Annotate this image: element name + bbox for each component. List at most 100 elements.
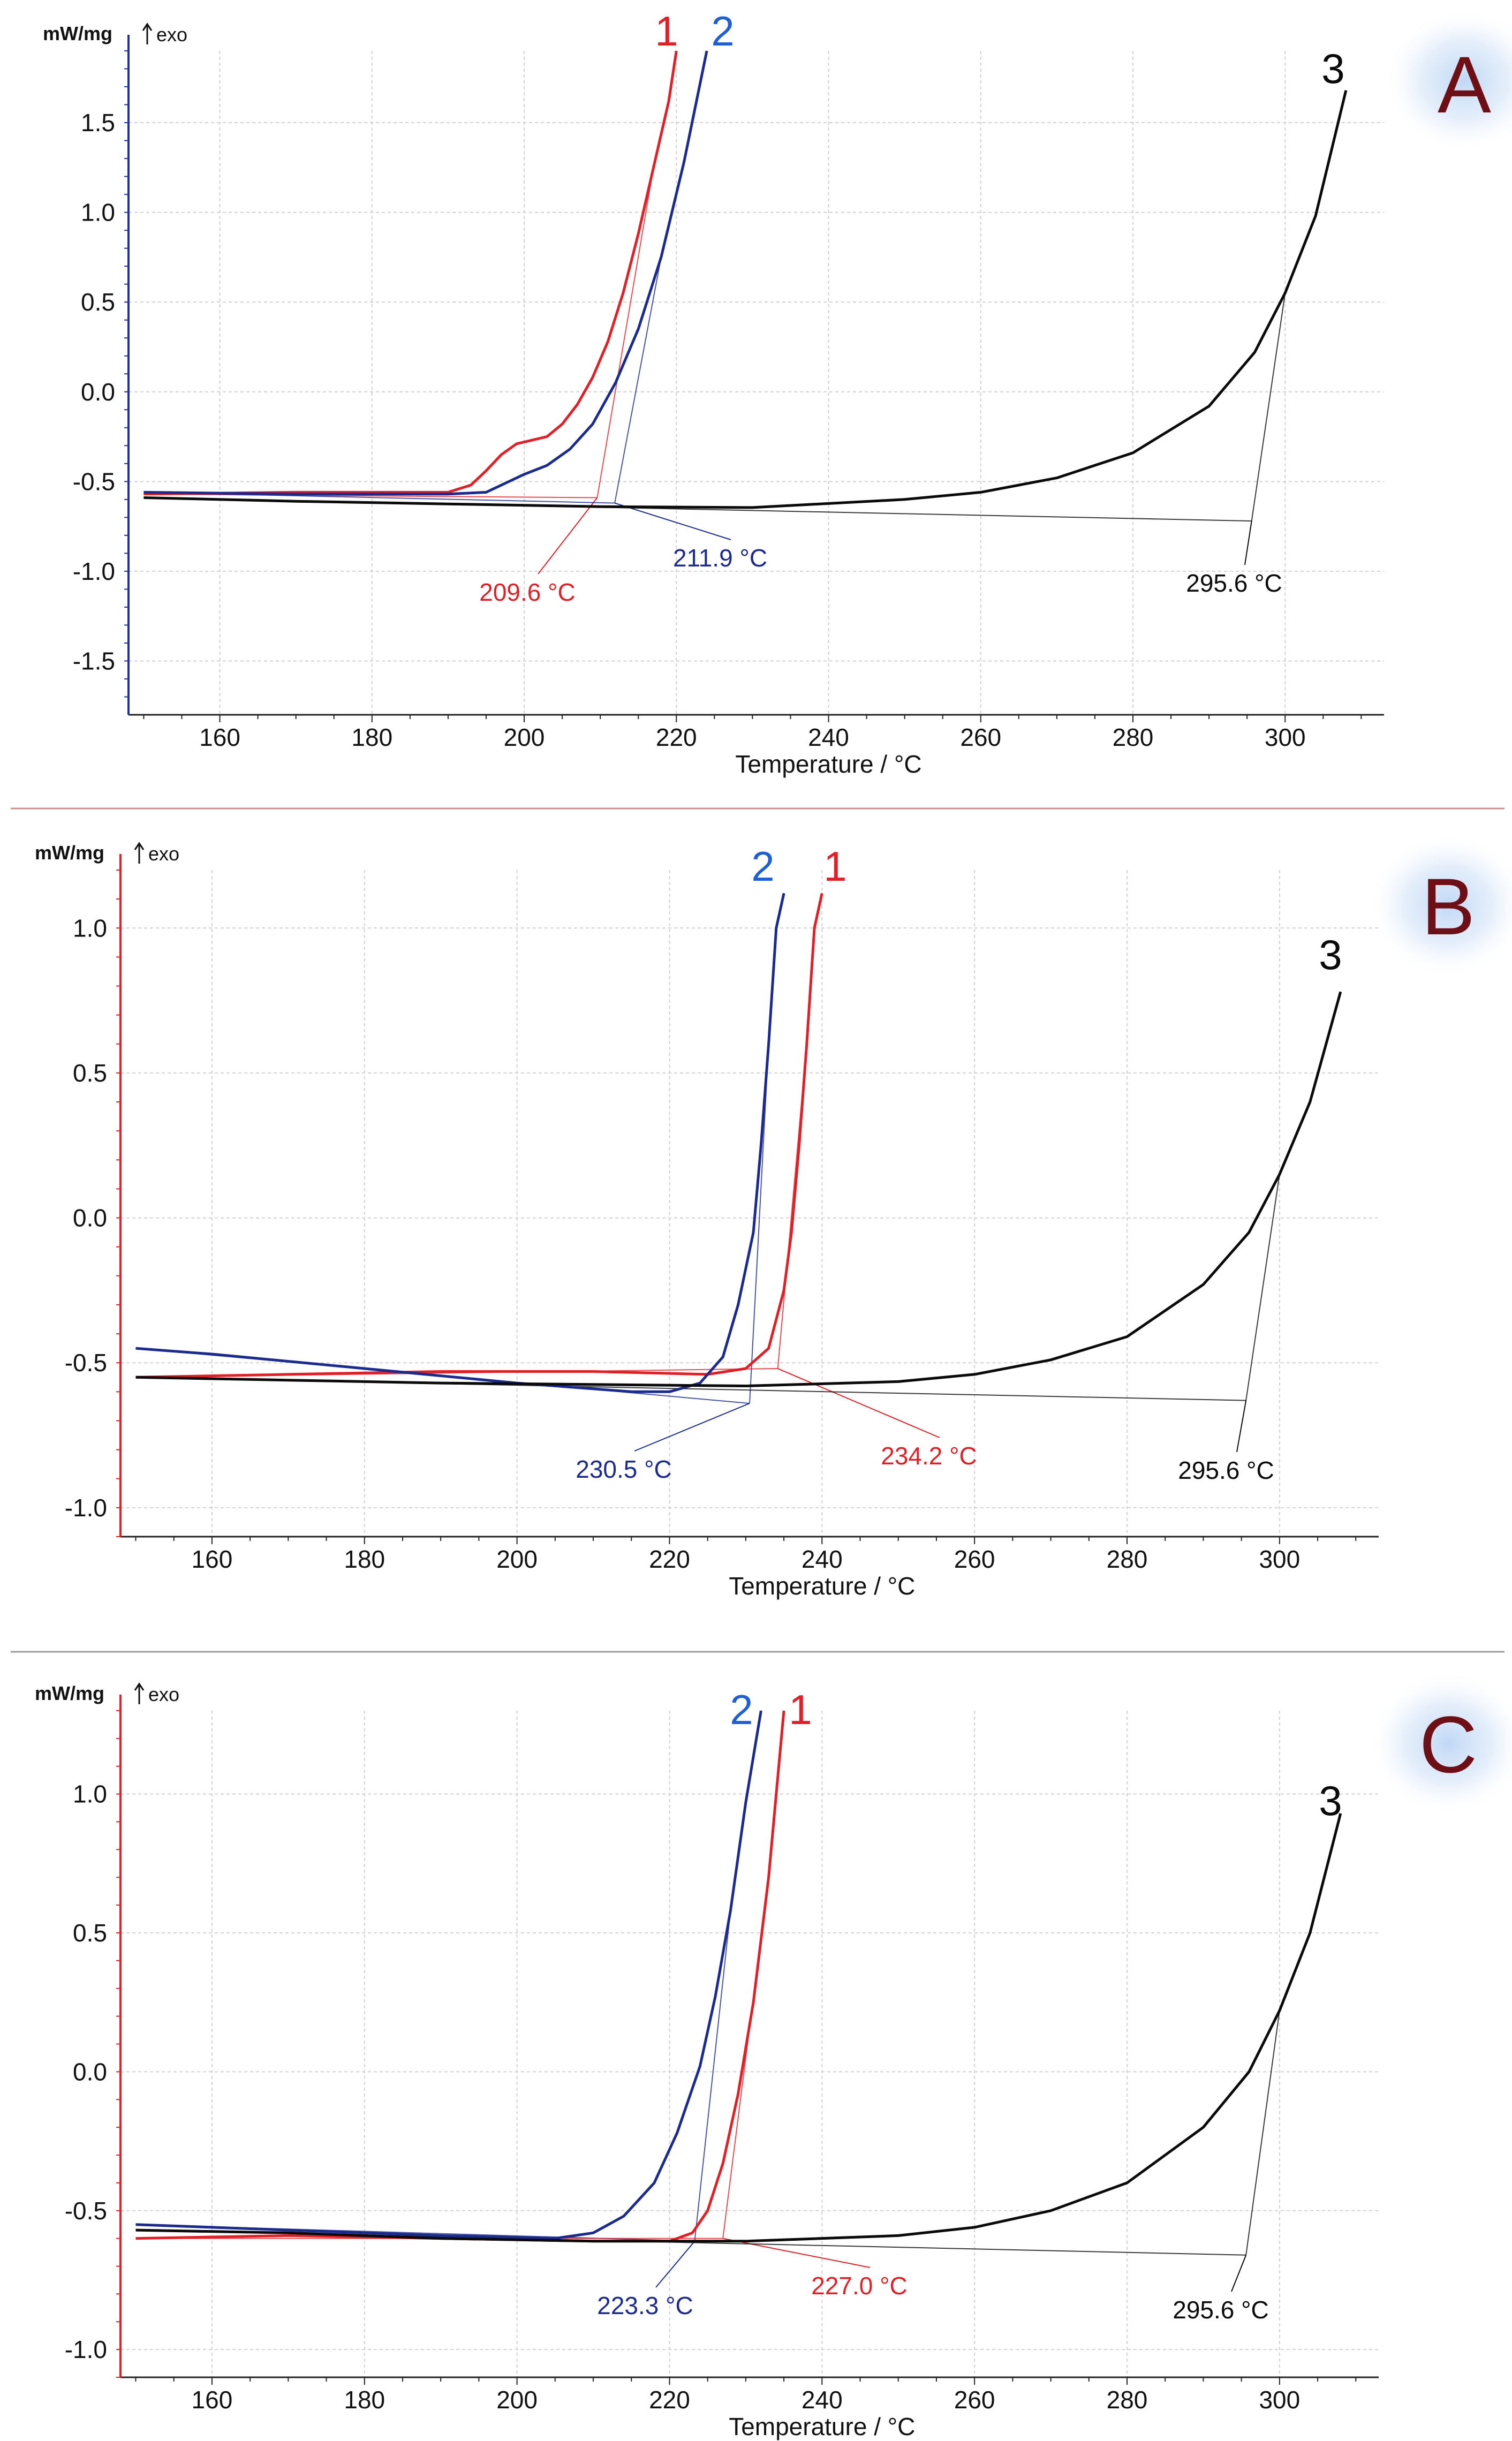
inflection-tangent-line	[596, 167, 654, 498]
x-tick-label: 260	[960, 723, 1001, 751]
series-label-2: 2	[711, 7, 734, 55]
series-label-3: 3	[1319, 1777, 1342, 1824]
y-tick-label: -0.5	[65, 1349, 107, 1377]
y-tick-label: 1.5	[81, 109, 115, 137]
panel-letter: B	[1422, 861, 1475, 951]
panel-letter: C	[1419, 1699, 1477, 1789]
onset-temperature-label: 227.0 °C	[811, 2272, 908, 2300]
x-tick-label: 280	[1107, 1545, 1148, 1573]
inflection-tangent-line	[1251, 293, 1286, 522]
inflection-tangent-line	[1245, 1174, 1280, 1401]
x-tick-label: 300	[1259, 1545, 1300, 1573]
onset-temperature-label: 295.6 °C	[1173, 2296, 1269, 2324]
series-curve-2	[143, 50, 708, 496]
y-tick-label: 0.0	[73, 2058, 107, 2085]
onset-temperature-label: 209.6 °C	[479, 578, 576, 606]
panel-b: B 160 180 200 220 240 260 280 300 -1.0 -0.5 0.0 0.5 1…	[35, 833, 1512, 1600]
x-tick-label: 280	[1107, 2386, 1148, 2414]
onset-temperature-label: 295.6 °C	[1186, 569, 1282, 597]
y-axis-unit: mW/mg	[43, 22, 112, 44]
onset-leader-line	[538, 497, 598, 575]
y-tick-label: -0.5	[65, 2197, 107, 2225]
series-curve-1	[143, 50, 678, 496]
x-tick-label: 200	[504, 723, 545, 751]
series-label-3: 3	[1319, 931, 1342, 978]
panel-letter-glow	[1368, 833, 1512, 977]
x-tick-label: 180	[344, 1545, 385, 1573]
panel-a: A 160 180 200 220 240 260 280 300 -1.5 -1.0 -0.5 0.0…	[43, 7, 1512, 778]
y-tick-label: -1.0	[65, 1494, 107, 1522]
y-tick-label: 0.5	[73, 1059, 107, 1087]
x-axis-title: Temperature / °C	[729, 2413, 915, 2440]
exo-arrow-icon	[134, 842, 145, 864]
inflection-tangent-line	[614, 257, 662, 503]
series-curve-3	[135, 1813, 1342, 2243]
x-tick-label: 200	[496, 2386, 538, 2414]
x-tick-label: 160	[192, 1545, 233, 1573]
onset-leader-line	[655, 2241, 695, 2288]
x-tick-label: 220	[649, 1545, 690, 1573]
onset-leader-line	[777, 1368, 940, 1438]
onset-temperature-label: 295.6 °C	[1178, 1456, 1274, 1484]
onset-leader-line	[1244, 520, 1252, 565]
x-tick-label: 240	[802, 2386, 843, 2414]
onset-temperature-label: 230.5 °C	[576, 1455, 672, 1483]
x-tick-label: 160	[192, 2386, 233, 2414]
x-tick-label: 160	[199, 723, 240, 751]
x-tick-label: 240	[802, 1545, 843, 1573]
onset-temperature-label: 211.9 °C	[673, 544, 767, 572]
y-tick-label: -1.5	[73, 647, 115, 675]
x-tick-label: 240	[808, 723, 849, 751]
series-label-1: 1	[655, 7, 678, 55]
inflection-tangent-line	[1245, 2011, 1280, 2255]
series-label-3: 3	[1321, 45, 1344, 92]
y-tick-label: 1.0	[73, 1780, 107, 1808]
series-curve-3	[143, 90, 1348, 509]
series-label-1: 1	[823, 843, 846, 890]
onset-leader-line	[614, 502, 731, 540]
onset-leader-line	[634, 1403, 750, 1452]
series-curve-2	[135, 893, 785, 1393]
y-tick-label: -1.0	[73, 557, 115, 585]
x-tick-label: 220	[649, 2386, 690, 2414]
exo-arrow-icon	[134, 1682, 145, 1704]
x-tick-label: 260	[954, 2386, 995, 2414]
panel-letter: A	[1438, 40, 1491, 130]
y-tick-label: 0.0	[81, 378, 115, 406]
series-curve-1	[135, 1710, 785, 2243]
y-tick-label: 0.0	[73, 1204, 107, 1232]
inflection-tangent-line	[694, 1910, 731, 2241]
onset-leader-line	[722, 2238, 871, 2268]
y-axis-unit: mW/mg	[35, 842, 104, 864]
x-tick-label: 180	[351, 723, 392, 751]
onset-leader-line	[1231, 2255, 1247, 2292]
x-tick-label: 300	[1259, 2386, 1300, 2414]
exo-label: exo	[148, 1683, 179, 1705]
baseline-tangent-line	[143, 493, 598, 498]
y-tick-label: 1.0	[81, 199, 115, 226]
x-tick-label: 300	[1265, 723, 1306, 751]
panel-letter-glow	[1384, 8, 1512, 153]
series-curve-2	[135, 1710, 762, 2240]
x-axis-title: Temperature / °C	[729, 1572, 915, 1600]
series-label-2: 2	[730, 1686, 753, 1733]
x-tick-label: 200	[496, 1545, 538, 1573]
series-curve-1	[135, 893, 823, 1379]
onset-leader-line	[1236, 1400, 1247, 1453]
onset-temperature-label: 234.2 °C	[881, 1442, 977, 1470]
exo-label: exo	[156, 24, 187, 46]
y-tick-label: -0.5	[73, 467, 115, 495]
onset-temperature-label: 223.3 °C	[597, 2292, 693, 2319]
series-label-2: 2	[751, 843, 774, 890]
y-axis-unit: mW/mg	[35, 1682, 104, 1704]
y-tick-label: 0.5	[73, 1919, 107, 1947]
series-label-1: 1	[789, 1686, 812, 1733]
exo-label: exo	[148, 843, 179, 865]
y-tick-label: 1.0	[73, 914, 107, 942]
x-tick-label: 180	[344, 2386, 385, 2414]
panel-c: C 160 180 200 220 240 260 280 300 -1.0 -0.5 0.0 0.5 1…	[35, 1671, 1512, 2440]
y-tick-label: 0.5	[81, 288, 115, 316]
series-curve-3	[135, 991, 1342, 1387]
x-tick-label: 220	[656, 723, 697, 751]
